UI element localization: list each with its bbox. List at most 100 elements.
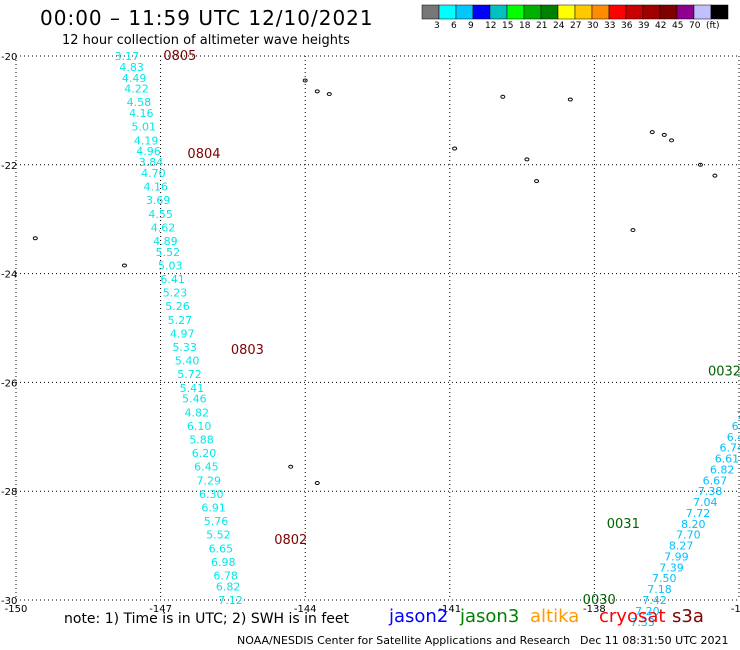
wave-height-label: 5.88 — [189, 434, 214, 447]
wave-height-label: 4.22 — [124, 83, 149, 96]
wave-height-label: 7.72 — [686, 507, 711, 520]
wave-height-label: 3.84 — [139, 156, 164, 169]
satellite-legend-item: altika — [530, 606, 580, 627]
wave-height-label: 6.67 — [703, 474, 728, 487]
colorbar-swatch — [523, 4, 542, 20]
wave-height-label: 7.50 — [652, 572, 677, 585]
island-outline — [661, 132, 667, 137]
colorbar-swatch — [642, 4, 661, 20]
colorbar-swatch — [421, 4, 440, 20]
wave-height-label: 5.46 — [182, 393, 207, 406]
wave-height-label: 6.10 — [187, 420, 212, 433]
colorbar-swatch — [693, 4, 712, 20]
lat-tick-label: -20 — [1, 52, 17, 63]
wave-height-label: 5.33 — [172, 341, 197, 354]
footer-credit: NOAA/NESDIS Center for Satellite Applica… — [237, 634, 571, 647]
wave-height-label: 4.55 — [148, 208, 173, 221]
colorbar-swatch — [455, 4, 474, 20]
wave-height-label: 7.06 — [736, 409, 740, 422]
island-outline — [302, 78, 308, 83]
colorbar-swatch — [676, 4, 695, 20]
island-outline — [649, 130, 655, 135]
satellite-legend-item: cryosat — [599, 606, 666, 627]
wave-height-label: 7.18 — [647, 583, 672, 596]
colorbar-tick-label: 70 — [689, 21, 701, 31]
lat-tick-label: -30 — [1, 596, 17, 607]
colorbar-swatch — [472, 4, 491, 20]
colorbar-tick-label: 24 — [553, 21, 565, 31]
wave-height-label: 5.72 — [177, 368, 202, 381]
wave-height-label: 6.82 — [216, 580, 241, 593]
wave-height-label: 6.30 — [199, 488, 224, 501]
colorbar-swatch — [540, 4, 559, 20]
colorbar-tick-label: 21 — [536, 21, 548, 31]
colorbar-swatch — [438, 4, 457, 20]
wave-height-label: 5.52 — [206, 529, 231, 542]
wave-height-label: 5.26 — [165, 300, 190, 313]
wave-height-label: 6.98 — [211, 556, 236, 569]
satellite-legend-item: jason3 — [460, 606, 520, 627]
island-outline — [524, 157, 530, 162]
footer-timestamp: Dec 11 08:31:50 UTC 2021 — [580, 634, 729, 647]
colorbar-tick-label: 36 — [621, 21, 633, 31]
wave-height-label: 4.83 — [119, 61, 144, 74]
wave-height-label: 6.43 — [727, 431, 740, 444]
wave-height-label: 6.20 — [192, 447, 217, 460]
colorbar-tick-label: 39 — [638, 21, 650, 31]
lon-tick-label: -144 — [294, 604, 317, 615]
lon-tick-label: -13 — [731, 604, 740, 615]
wave-height-label: 3.17 — [115, 50, 140, 63]
pass-label: 0802 — [274, 533, 307, 548]
colorbar-tick-label: 33 — [604, 21, 616, 31]
colorbar-tick-label: (ft) — [706, 21, 720, 31]
wave-height-label: 5.41 — [180, 382, 205, 395]
note-text: note: 1) Time is in UTC; 2) SWH is in fe… — [64, 611, 350, 627]
pass-label: 0804 — [187, 147, 220, 162]
page-title: 00:00 – 11:59 UTC 12/10/2021 — [40, 6, 374, 30]
wave-height-label: 6.41 — [160, 273, 185, 286]
wave-height-label: 5.01 — [131, 121, 156, 134]
wave-height-label: 6.82 — [710, 463, 735, 476]
wave-height-label: 7.33 — [630, 616, 655, 629]
colorbar-swatch — [659, 4, 678, 20]
island-outline — [669, 138, 675, 143]
lon-tick-label: -150 — [5, 604, 28, 615]
wave-height-label: 8.27 — [669, 540, 694, 553]
island-outline — [712, 173, 718, 178]
page-subtitle: 12 hour collection of altimeter wave hei… — [62, 33, 350, 48]
wave-height-label: 4.19 — [134, 134, 159, 147]
colorbar-tick-label: 30 — [587, 21, 599, 31]
wave-height-label: 6.78 — [213, 570, 238, 583]
wave-height-label: 5.52 — [156, 246, 181, 259]
colorbar-tick-label: 42 — [655, 21, 667, 31]
colorbar-swatch — [608, 4, 627, 20]
colorbar-swatch — [506, 4, 525, 20]
colorbar-swatch — [710, 4, 729, 20]
wave-height-label: 4.62 — [151, 221, 176, 234]
lat-tick-label: -24 — [1, 270, 17, 281]
island-outline — [32, 236, 38, 241]
wave-height-label: 5.27 — [168, 314, 193, 327]
wave-height-label: 4.49 — [122, 72, 147, 85]
pass-label: 0032 — [708, 365, 740, 380]
wave-height-label: 4.97 — [170, 327, 195, 340]
colorbar-swatch — [574, 4, 593, 20]
colorbar-tick-label: 6 — [451, 21, 457, 31]
wave-height-label: 6.45 — [194, 461, 219, 474]
island-outline — [326, 92, 332, 97]
colorbar-tick-label: 12 — [485, 21, 497, 31]
island-outline — [697, 162, 703, 167]
wave-height-label: 5.40 — [175, 355, 200, 368]
colorbar-tick-label: 45 — [672, 21, 684, 31]
wave-height-label: 7.29 — [197, 474, 222, 487]
colorbar-tick-label: 27 — [570, 21, 582, 31]
wave-height-label: 7.38 — [698, 485, 723, 498]
wave-height-label: 6.45 — [732, 420, 740, 433]
pass-label: 0031 — [607, 517, 640, 532]
pass-label: 0030 — [583, 593, 616, 608]
colorbar-swatch — [489, 4, 508, 20]
wave-height-label: 5.03 — [158, 259, 183, 272]
island-outline — [500, 94, 506, 99]
wave-height-label: 5.76 — [204, 515, 229, 528]
island-outline — [534, 179, 540, 184]
